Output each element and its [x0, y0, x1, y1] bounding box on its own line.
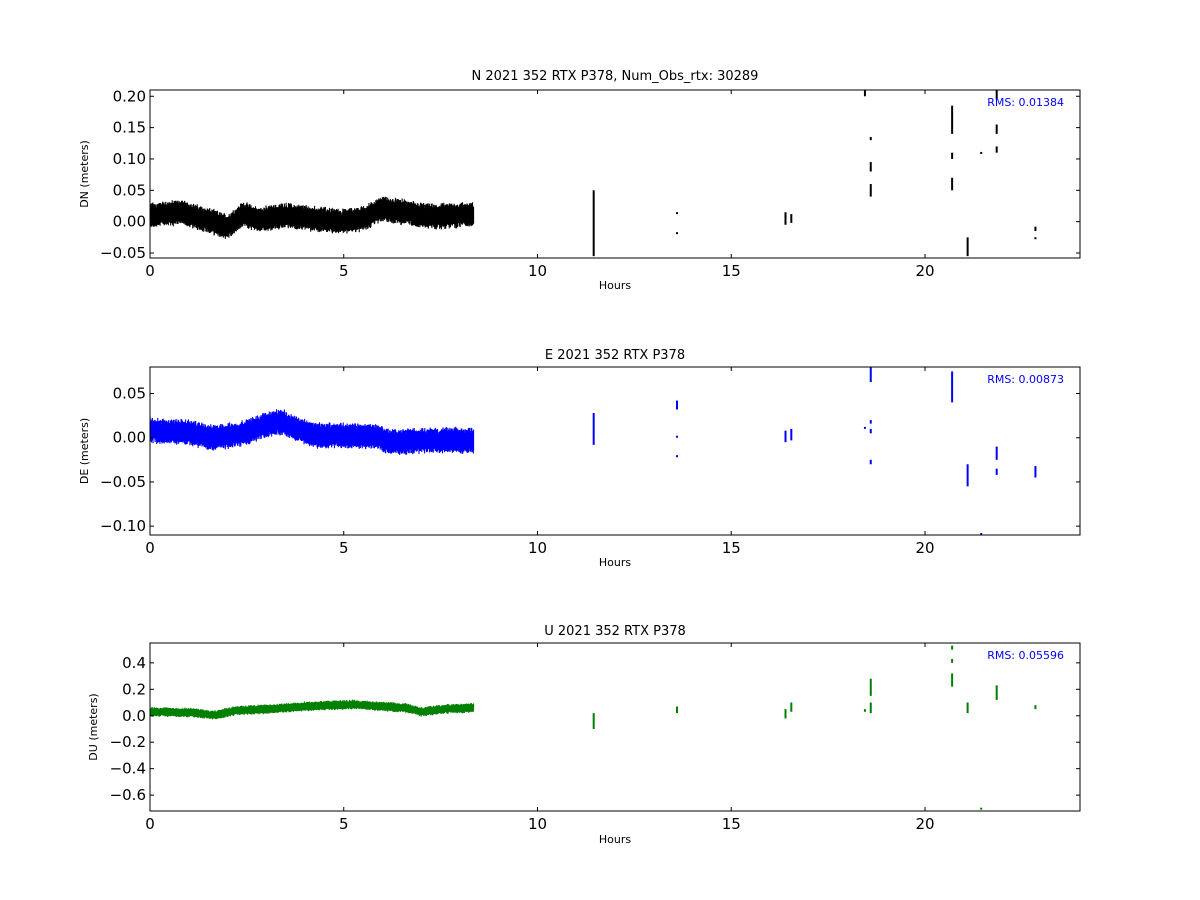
x-tick-label: 20 — [915, 539, 934, 557]
panel-up: U 2021 352 RTX P378 DU (meters) Hours RM… — [87, 624, 1081, 846]
y-tick-label: 0.05 — [113, 385, 146, 403]
y-tick-label: −0.6 — [110, 786, 146, 804]
x-tick-label: 5 — [339, 262, 349, 280]
x-tick-label: 15 — [722, 262, 741, 280]
y-tick-label: 0.4 — [122, 654, 146, 672]
y-axis-label: DU (meters) — [87, 693, 100, 760]
plot-frame — [149, 366, 1081, 536]
y-tick-label: 0.2 — [122, 680, 146, 698]
x-tick-label: 0 — [145, 815, 155, 833]
panel-east: E 2021 352 RTX P378 DE (meters) Hours RM… — [78, 348, 1081, 569]
x-tick-label: 0 — [145, 262, 155, 280]
y-axis-label: DE (meters) — [78, 418, 91, 484]
x-tick-label: 15 — [722, 539, 741, 557]
panel-north: N 2021 352 RTX P378, Num_Obs_rtx: 30289 … — [78, 69, 1081, 292]
y-tick-label: 0.00 — [113, 429, 146, 447]
x-tick-label: 0 — [145, 539, 155, 557]
y-axis-label: DN (meters) — [78, 140, 91, 208]
x-tick-label: 15 — [722, 815, 741, 833]
y-tick-label: −0.10 — [100, 517, 146, 535]
y-tick-label: −0.2 — [110, 733, 146, 751]
x-axis-label: Hours — [599, 279, 631, 292]
y-tick-label: −0.05 — [100, 244, 146, 262]
rms-label: RMS: 0.00873 — [987, 373, 1064, 386]
panel-title: U 2021 352 RTX P378 — [544, 624, 686, 639]
y-tick-label: 0.05 — [113, 181, 146, 199]
x-tick-label: 10 — [528, 539, 547, 557]
y-tick-label: 0.10 — [113, 150, 146, 168]
y-tick-label: 0.20 — [113, 87, 146, 105]
x-tick-label: 10 — [528, 262, 547, 280]
plot-frame — [149, 642, 1081, 812]
y-tick-label: 0.0 — [122, 707, 146, 725]
x-tick-label: 20 — [915, 815, 934, 833]
x-tick-label: 5 — [339, 815, 349, 833]
plot-frame — [149, 89, 1081, 259]
plot-area — [150, 645, 1037, 810]
panel-title: N 2021 352 RTX P378, Num_Obs_rtx: 30289 — [472, 69, 759, 84]
y-tick-label: −0.05 — [100, 473, 146, 491]
panel-title: E 2021 352 RTX P378 — [545, 348, 685, 363]
plot-area — [150, 90, 1037, 257]
x-axis-label: Hours — [599, 556, 631, 569]
rms-label: RMS: 0.05596 — [987, 649, 1064, 662]
x-tick-label: 5 — [339, 539, 349, 557]
x-tick-label: 10 — [528, 815, 547, 833]
x-axis-label: Hours — [599, 833, 631, 846]
x-tick-label: 20 — [915, 262, 934, 280]
y-tick-label: 0.00 — [113, 213, 146, 231]
y-tick-label: −0.4 — [110, 760, 146, 778]
y-tick-label: 0.15 — [113, 119, 146, 137]
rms-label: RMS: 0.01384 — [987, 96, 1064, 109]
